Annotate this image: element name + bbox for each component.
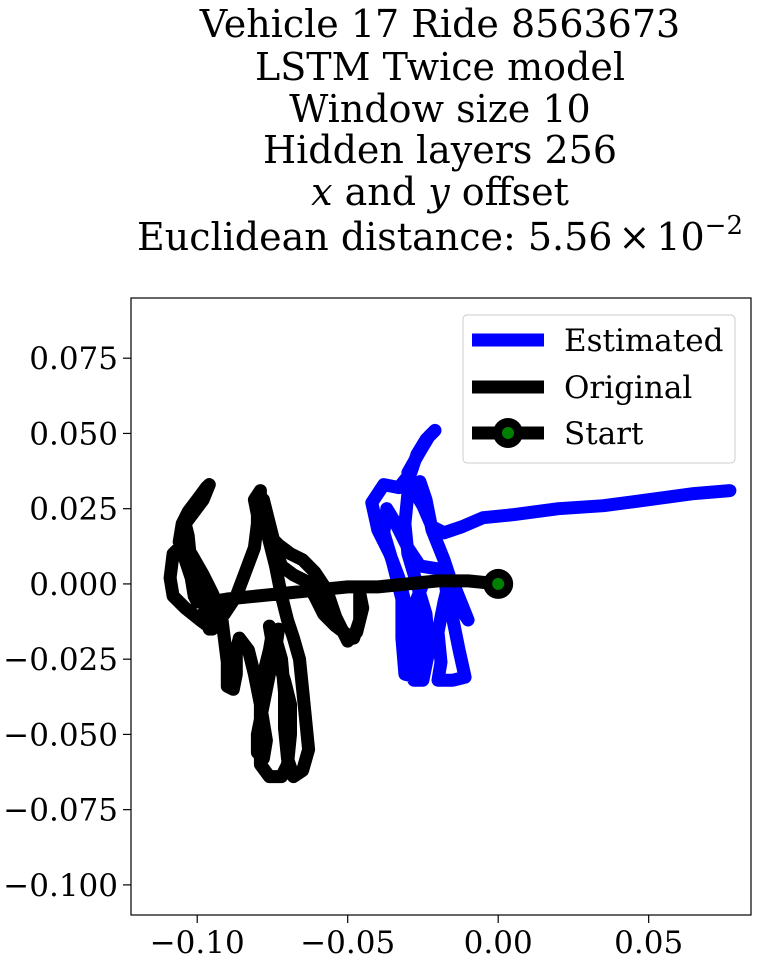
legend-original-label: Original [564, 370, 692, 406]
title-x-var: x [311, 170, 332, 214]
legend-box [462, 314, 736, 464]
x-tick-label: 0.05 [614, 925, 683, 961]
x-tick-label: −0.05 [300, 925, 395, 961]
start-marker-inner [492, 577, 505, 590]
title-line-offset: x and y offset [311, 170, 569, 214]
x-axis: −0.10 −0.05 0.00 0.05 [150, 915, 683, 961]
y-tick-label: −0.025 [3, 642, 118, 678]
title-line-2: LSTM Twice model [255, 45, 625, 89]
y-tick-label: −0.075 [3, 793, 118, 829]
title-line-1: Vehicle 17 Ride 8563673 [199, 2, 680, 46]
legend-start-label: Start [564, 416, 644, 452]
estimated-trajectory-line [365, 423, 737, 687]
y-tick-label: 0.025 [29, 492, 118, 528]
title-times: × [618, 215, 650, 259]
title-line-4: Hidden layers 256 [263, 128, 617, 172]
legend-start-marker-inner [502, 427, 514, 439]
y-axis: 0.075 0.050 0.025 0.000 −0.025 −0.050 −0.075 −0… [3, 341, 131, 904]
title-base: 10 [656, 215, 704, 259]
y-tick-label: −0.100 [3, 868, 118, 904]
title-line-3: Window size 10 [289, 87, 590, 131]
series-layer [163, 423, 737, 784]
y-tick-label: −0.050 [3, 717, 118, 753]
chart-title: Vehicle 17 Ride 8563673 LSTM Twice model… [137, 2, 743, 259]
x-tick-label: 0.00 [464, 925, 533, 961]
legend-estimated-label: Estimated [564, 323, 723, 359]
y-tick-label: 0.050 [29, 416, 118, 452]
title-and: and [333, 170, 429, 214]
y-tick-label: 0.075 [29, 341, 118, 377]
legend: Estimated Original Start [462, 314, 736, 464]
title-distance-prefix: Euclidean distance: 5.56 [137, 215, 612, 259]
original-trajectory-line [163, 478, 505, 784]
y-tick-label: 0.000 [29, 567, 118, 603]
plot-frame [130, 297, 752, 916]
title-line-distance: Euclidean distance: 5.56 × 10−2 [137, 211, 743, 259]
x-tick-label: −0.10 [150, 925, 245, 961]
title-y-var: y [426, 170, 450, 214]
title-offset-word: offset [450, 170, 569, 214]
title-exponent: −2 [705, 211, 743, 241]
